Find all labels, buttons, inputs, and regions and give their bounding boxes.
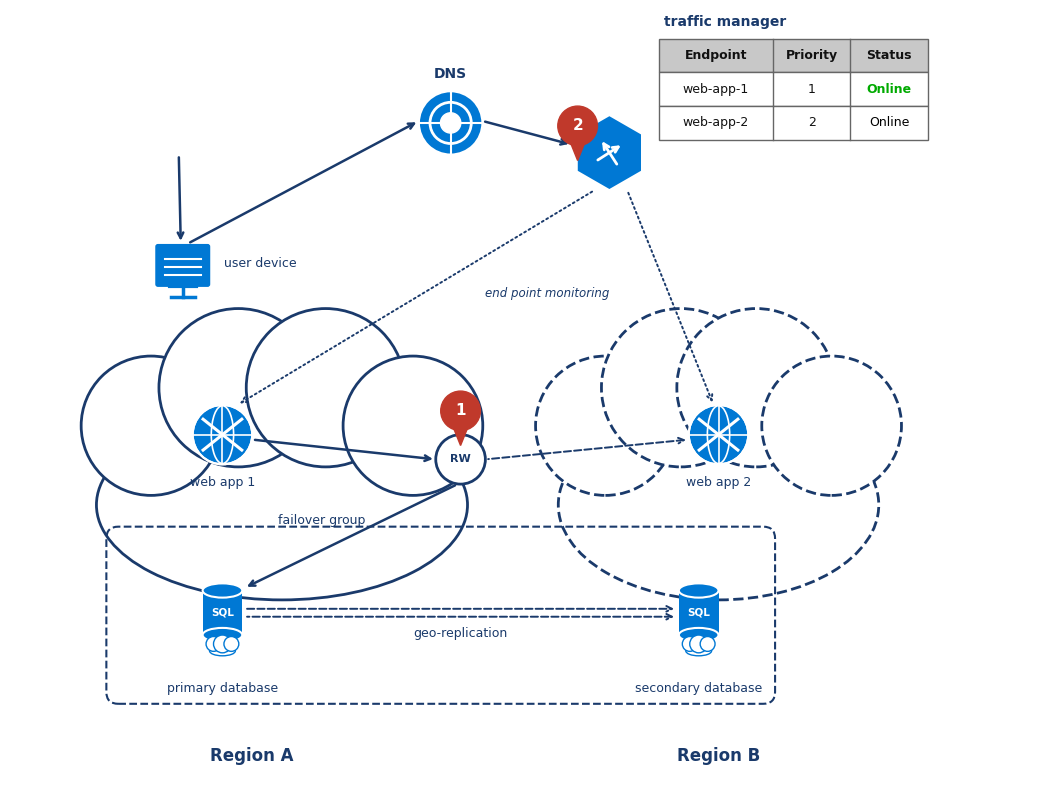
Text: secondary database: secondary database [635,682,762,695]
Ellipse shape [558,410,879,600]
Circle shape [689,405,748,464]
FancyBboxPatch shape [156,245,209,286]
Circle shape [441,391,480,430]
Text: SQL: SQL [688,608,710,618]
Text: Status: Status [866,49,912,62]
Circle shape [677,309,836,467]
Text: geo-replication: geo-replication [414,626,508,640]
Text: web-app-2: web-app-2 [682,117,749,130]
Polygon shape [568,136,588,161]
Circle shape [343,356,483,495]
Circle shape [224,637,239,651]
Text: primary database: primary database [167,682,279,695]
FancyBboxPatch shape [659,106,928,140]
Circle shape [440,113,460,133]
Circle shape [536,356,675,495]
Text: RW: RW [451,454,471,464]
Text: 1: 1 [455,403,466,418]
Text: DNS: DNS [434,67,468,82]
Text: Region B: Region B [677,747,760,766]
FancyBboxPatch shape [203,590,242,635]
Circle shape [419,91,483,154]
Ellipse shape [97,410,468,600]
Text: 1: 1 [808,82,815,96]
Circle shape [206,637,221,651]
Text: Region A: Region A [210,747,294,766]
Circle shape [682,637,697,651]
FancyBboxPatch shape [659,39,928,73]
Circle shape [690,635,708,653]
Circle shape [602,309,760,467]
Text: Online: Online [866,82,912,96]
Text: 2: 2 [572,118,583,134]
Text: web app 2: web app 2 [686,476,752,489]
Text: user device: user device [224,257,297,270]
Ellipse shape [679,583,719,598]
Text: end point monitoring: end point monitoring [486,286,610,300]
Circle shape [436,434,486,484]
Circle shape [81,356,221,495]
Text: 2: 2 [808,117,815,130]
Circle shape [762,356,901,495]
Text: Priority: Priority [786,49,838,62]
Text: Online: Online [868,117,909,130]
FancyBboxPatch shape [659,73,928,106]
FancyBboxPatch shape [679,590,719,635]
Text: failover group: failover group [277,514,366,526]
Ellipse shape [679,628,719,642]
Text: Endpoint: Endpoint [685,49,747,62]
Circle shape [159,309,318,467]
Text: SQL: SQL [210,608,234,618]
Ellipse shape [203,628,242,642]
Circle shape [558,106,597,146]
Circle shape [701,637,715,651]
Circle shape [214,635,232,653]
Ellipse shape [203,583,242,598]
Ellipse shape [686,646,711,656]
Circle shape [247,309,405,467]
Text: web app 1: web app 1 [190,476,255,489]
Circle shape [192,405,252,464]
Polygon shape [451,421,471,446]
Ellipse shape [209,646,235,656]
Text: web-app-1: web-app-1 [682,82,749,96]
Text: traffic manager: traffic manager [664,15,787,29]
Polygon shape [577,115,642,190]
